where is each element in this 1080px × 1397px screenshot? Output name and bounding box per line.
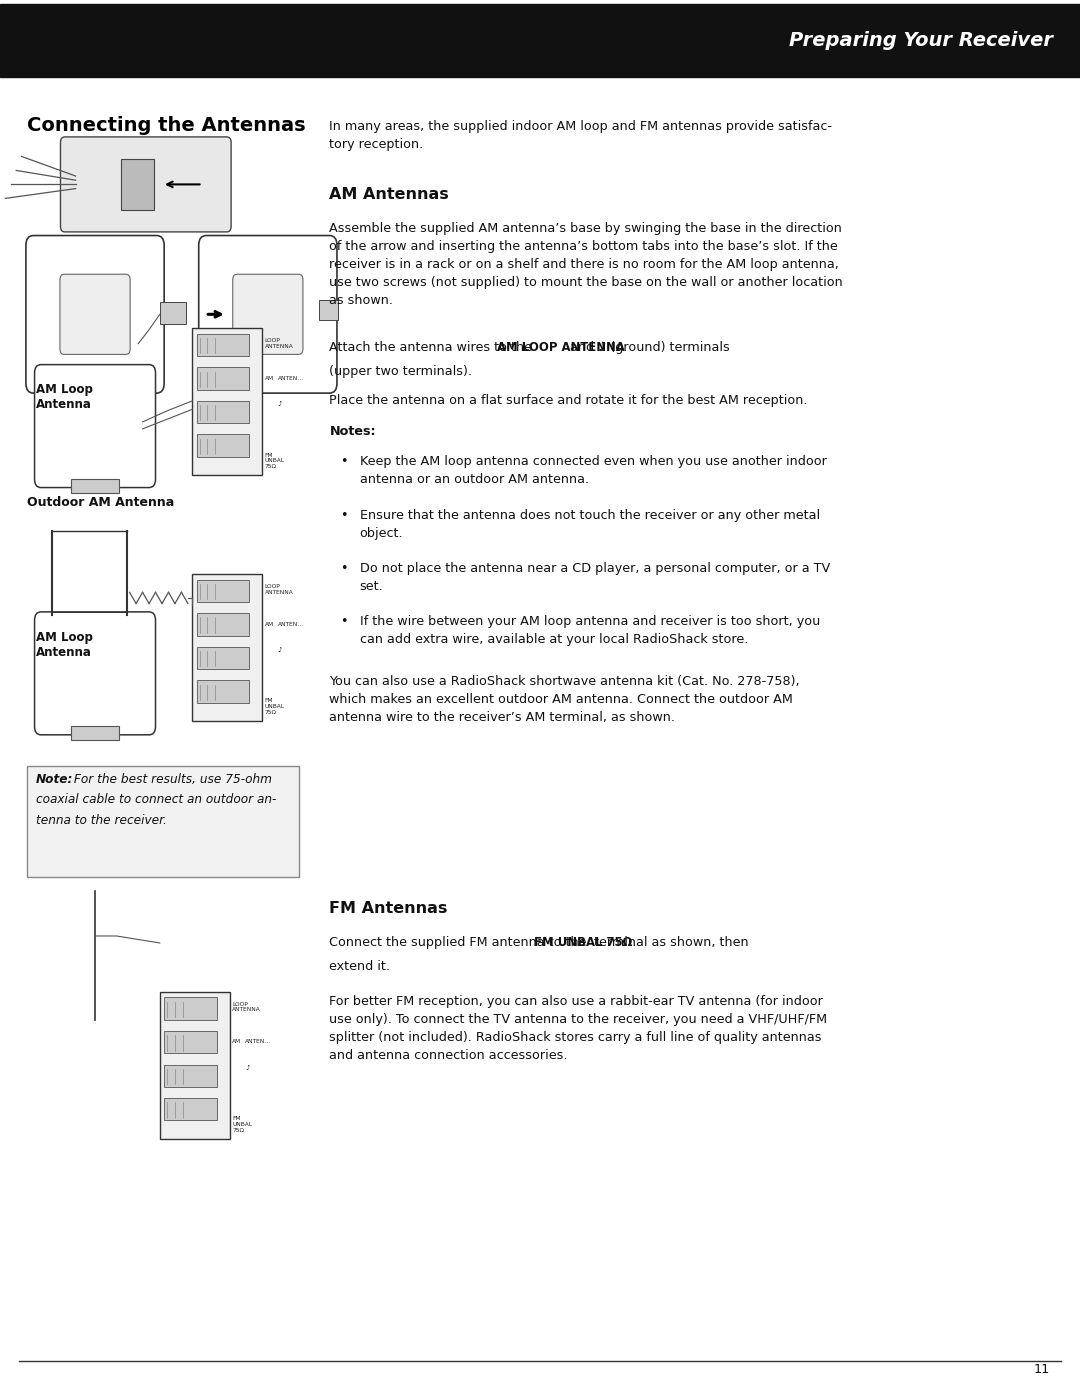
Bar: [164, 1065, 217, 1087]
Bar: [197, 680, 249, 703]
Text: Preparing Your Receiver: Preparing Your Receiver: [789, 31, 1053, 50]
Bar: [164, 997, 217, 1020]
Text: AM: AM: [265, 376, 273, 381]
Text: Keep the AM loop antenna connected even when you use another indoor
antenna or a: Keep the AM loop antenna connected even …: [360, 455, 826, 486]
Bar: [164, 1098, 217, 1120]
Text: ANTEN…: ANTEN…: [245, 1039, 271, 1045]
Text: In many areas, the supplied indoor AM loop and FM antennas provide satisfac-
tor: In many areas, the supplied indoor AM lo…: [329, 120, 833, 151]
Text: FM
UNBAL
75Ω: FM UNBAL 75Ω: [265, 453, 285, 469]
Bar: [164, 1031, 217, 1053]
Text: ANTEN…: ANTEN…: [278, 376, 303, 381]
Bar: [197, 334, 249, 356]
Text: Place the antenna on a flat surface and rotate it for the best AM reception.: Place the antenna on a flat surface and …: [329, 394, 808, 407]
Bar: [71, 726, 119, 740]
Text: AM Antennas: AM Antennas: [329, 187, 449, 203]
Text: •: •: [340, 615, 348, 627]
Bar: [121, 159, 153, 210]
Text: ♪: ♪: [278, 401, 282, 407]
Text: ANTEN…: ANTEN…: [278, 622, 303, 627]
Bar: [197, 647, 249, 669]
FancyBboxPatch shape: [35, 365, 156, 488]
Bar: [197, 580, 249, 602]
Bar: [0, 4, 1080, 77]
Text: FM Antennas: FM Antennas: [329, 901, 448, 916]
FancyBboxPatch shape: [60, 137, 231, 232]
Text: LOOP
ANTENNA: LOOP ANTENNA: [265, 338, 294, 349]
Text: LOOP
ANTENNA: LOOP ANTENNA: [265, 584, 294, 595]
FancyBboxPatch shape: [233, 274, 302, 355]
Text: Connect the supplied FM antenna to the: Connect the supplied FM antenna to the: [329, 936, 591, 949]
Text: AM Loop
Antenna: AM Loop Antenna: [36, 383, 93, 411]
Text: FM UNBAL 75Ω: FM UNBAL 75Ω: [534, 936, 632, 949]
Text: FM
UNBAL
75Ω: FM UNBAL 75Ω: [265, 698, 285, 715]
Text: Ensure that the antenna does not touch the receiver or any other metal
object.: Ensure that the antenna does not touch t…: [360, 509, 820, 539]
Text: •: •: [340, 455, 348, 468]
Bar: [197, 613, 249, 636]
Text: Do not place the antenna near a CD player, a personal computer, or a TV
set.: Do not place the antenna near a CD playe…: [360, 562, 829, 592]
Text: LOOP
ANTENNA: LOOP ANTENNA: [232, 1002, 261, 1013]
FancyBboxPatch shape: [59, 274, 130, 355]
Text: Notes:: Notes:: [329, 425, 376, 437]
Text: and ♪ (ground) terminals: and ♪ (ground) terminals: [566, 341, 730, 353]
Text: (upper two terminals).: (upper two terminals).: [329, 365, 472, 379]
Text: AM Loop
Antenna: AM Loop Antenna: [36, 631, 93, 659]
Text: Assemble the supplied AM antenna’s base by swinging the base in the direction
of: Assemble the supplied AM antenna’s base …: [329, 222, 843, 307]
Bar: [319, 300, 338, 320]
Text: coaxial cable to connect an outdoor an-: coaxial cable to connect an outdoor an-: [36, 793, 276, 806]
Text: AM LOOP ANTENNA: AM LOOP ANTENNA: [497, 341, 624, 353]
Bar: [192, 328, 262, 475]
FancyBboxPatch shape: [27, 766, 299, 877]
Bar: [197, 367, 249, 390]
Text: Note:: Note:: [36, 773, 73, 785]
Text: ♪: ♪: [245, 1065, 249, 1070]
Text: Outdoor AM Antenna: Outdoor AM Antenna: [27, 496, 174, 509]
Text: You can also use a RadioShack shortwave antenna kit (Cat. No. 278-758),
which ma: You can also use a RadioShack shortwave …: [329, 675, 800, 724]
Text: FM
UNBAL
75Ω: FM UNBAL 75Ω: [232, 1116, 253, 1133]
Bar: [160, 992, 230, 1139]
Text: terminal as shown, then: terminal as shown, then: [590, 936, 748, 949]
Text: AM: AM: [265, 622, 273, 627]
Text: tenna to the receiver.: tenna to the receiver.: [36, 814, 166, 827]
Text: For the best results, use 75-ohm: For the best results, use 75-ohm: [70, 773, 272, 785]
Text: Attach the antenna wires to the: Attach the antenna wires to the: [329, 341, 537, 353]
FancyBboxPatch shape: [26, 236, 164, 393]
Text: Connecting the Antennas: Connecting the Antennas: [27, 116, 306, 136]
Text: For better FM reception, you can also use a rabbit-ear TV antenna (for indoor
us: For better FM reception, you can also us…: [329, 995, 827, 1062]
Bar: [71, 479, 119, 493]
Bar: [160, 302, 186, 324]
Text: If the wire between your AM loop antenna and receiver is too short, you
can add : If the wire between your AM loop antenna…: [360, 615, 820, 645]
FancyBboxPatch shape: [199, 236, 337, 393]
Text: •: •: [340, 509, 348, 521]
Bar: [192, 574, 262, 721]
Text: •: •: [340, 562, 348, 574]
Text: ♪: ♪: [278, 647, 282, 652]
Bar: [197, 434, 249, 457]
Bar: [197, 401, 249, 423]
FancyBboxPatch shape: [35, 612, 156, 735]
Text: AM: AM: [232, 1039, 241, 1045]
Text: 11: 11: [1034, 1363, 1050, 1376]
Text: extend it.: extend it.: [329, 961, 390, 974]
